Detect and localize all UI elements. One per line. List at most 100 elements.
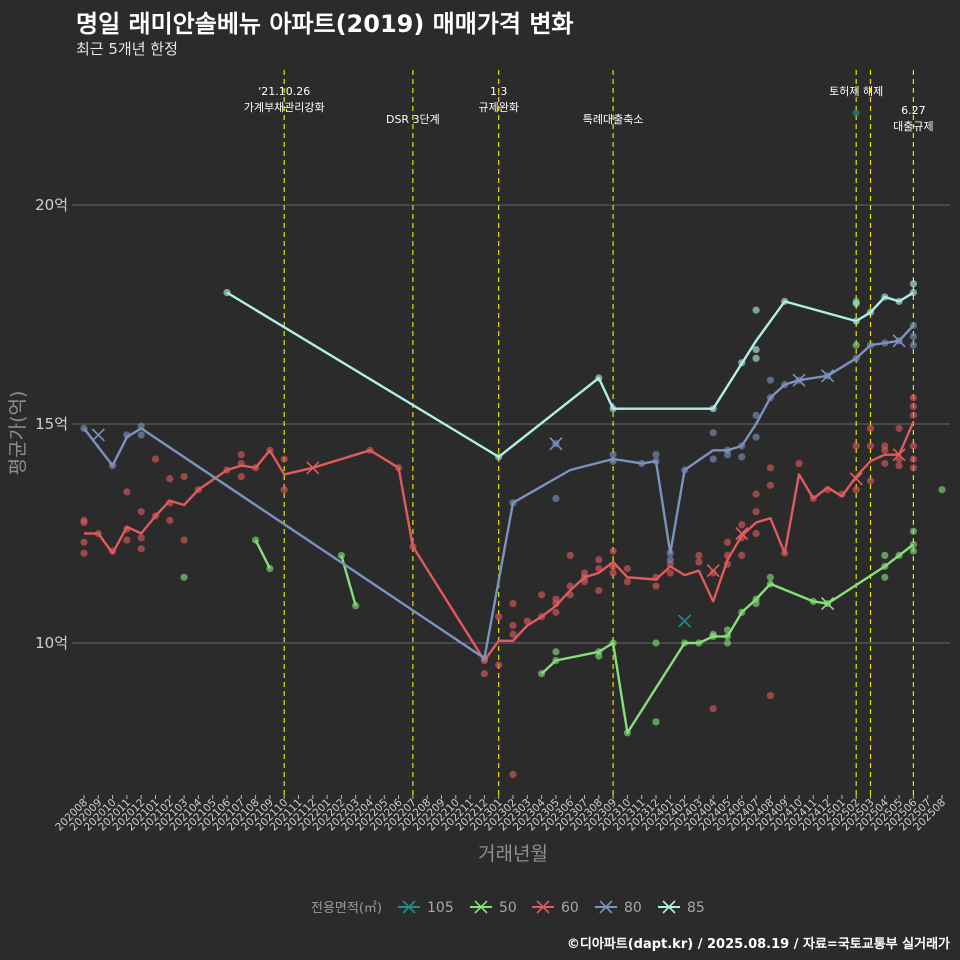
cross-markers [91, 334, 906, 628]
data-point-60 [709, 569, 717, 577]
chart-subtitle: 최근 5개년 한정 [76, 40, 178, 58]
data-point-60 [180, 472, 188, 481]
data-point-60 [652, 582, 660, 590]
data-point-105 [852, 109, 860, 117]
event-label: 1.3 [490, 85, 508, 98]
data-point-60 [909, 394, 918, 402]
data-point-85 [752, 306, 760, 314]
data-point-50 [180, 573, 188, 581]
data-point-60 [495, 613, 503, 621]
data-point-60 [80, 549, 88, 557]
data-point-60 [609, 569, 617, 577]
cross-marker-105 [678, 614, 692, 628]
data-point-60 [538, 591, 546, 599]
legend-key-50 [470, 900, 492, 914]
data-point-60 [595, 586, 603, 595]
data-point-60 [881, 446, 889, 454]
cross-marker-80 [549, 437, 563, 451]
data-point-60 [766, 691, 775, 700]
cross-marker-60 [892, 448, 906, 462]
data-point-60 [151, 455, 160, 463]
data-point-60 [709, 705, 717, 713]
data-point-50 [881, 573, 889, 581]
data-point-50 [652, 639, 660, 647]
data-point-60 [695, 558, 703, 566]
data-point-60 [895, 462, 903, 470]
data-point-80 [723, 451, 732, 459]
data-point-50 [909, 547, 918, 555]
data-point-60 [280, 455, 288, 463]
event-label: 토허제 해제 [829, 84, 883, 98]
event-label: 특례대출축소 [583, 113, 644, 126]
data-point-60 [752, 490, 760, 498]
data-point-85 [909, 280, 918, 288]
data-point-50 [723, 639, 732, 647]
data-point-80 [752, 433, 760, 441]
data-point-60 [552, 608, 560, 616]
data-point-60 [180, 536, 188, 544]
cross-marker-60 [706, 564, 720, 578]
cross-marker-50 [821, 597, 835, 611]
data-point-60 [881, 459, 889, 468]
cross-marker-80 [892, 334, 906, 348]
data-point-60 [609, 547, 617, 555]
event-label: '21.10.26 [258, 85, 310, 98]
y-axis-label: 평균가(억) [7, 391, 29, 476]
data-point-60 [166, 516, 174, 524]
data-point-60 [495, 661, 503, 669]
data-point-80 [552, 494, 560, 503]
legend-title: 전용면적(㎡) [311, 901, 382, 916]
data-point-60 [623, 578, 632, 586]
data-point-60 [509, 599, 517, 608]
series-line-50 [254, 539, 271, 570]
data-point-60 [752, 529, 760, 538]
scatter-points [80, 109, 946, 779]
data-point-60 [852, 486, 860, 494]
data-point-60 [909, 464, 918, 472]
data-point-60 [595, 556, 603, 564]
data-point-60 [137, 545, 145, 553]
data-point-60 [80, 538, 88, 546]
data-point-60 [237, 451, 245, 459]
data-point-60 [480, 670, 488, 678]
event-label: 6.27 [901, 104, 926, 117]
data-point-85 [852, 299, 860, 308]
legend-label-80: 80 [624, 900, 642, 916]
series-line-60 [84, 421, 915, 662]
data-point-80 [709, 455, 717, 463]
legend-label-105: 105 [427, 900, 454, 916]
data-point-60 [509, 630, 517, 638]
data-point-60 [909, 442, 918, 450]
data-point-60 [695, 551, 703, 560]
data-point-60 [852, 442, 860, 450]
y-tick-label: 15억 [35, 415, 68, 433]
data-point-60 [166, 475, 174, 483]
data-point-60 [866, 424, 875, 432]
data-point-60 [137, 508, 145, 516]
x-axis-label: 거래년월 [478, 843, 548, 865]
data-point-60 [909, 455, 918, 463]
data-point-60 [509, 770, 517, 779]
data-point-60 [909, 411, 918, 419]
data-point-60 [895, 424, 903, 432]
data-point-50 [909, 527, 918, 535]
legend-key-85 [658, 900, 680, 914]
cross-marker-60 [306, 461, 320, 475]
legend-label-60: 60 [561, 900, 579, 916]
event-label: 규제완화 [478, 101, 518, 114]
source-caption: ©디아파트(dapt.kr) / 2025.08.19 / 자료=국토교통부 실… [566, 937, 950, 952]
event-label: DSR 3단계 [386, 113, 440, 126]
data-point-60 [523, 617, 531, 625]
data-point-50 [938, 486, 946, 494]
data-point-80 [909, 341, 918, 349]
cross-marker-80 [91, 428, 105, 442]
data-point-80 [738, 453, 746, 461]
cross-marker-80 [792, 373, 806, 387]
data-point-50 [595, 652, 603, 660]
data-point-60 [909, 402, 918, 411]
grid-lines [72, 204, 950, 644]
data-point-80 [909, 332, 918, 340]
data-point-80 [652, 451, 660, 459]
series-line-50 [540, 543, 915, 734]
